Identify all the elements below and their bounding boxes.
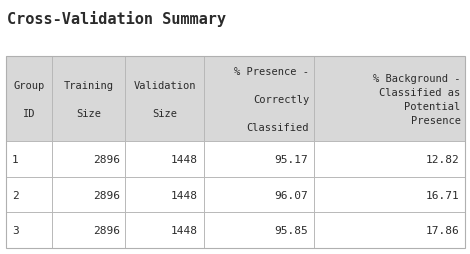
Text: Validation

Size: Validation Size [133,81,196,118]
Text: 2896: 2896 [93,190,120,200]
Text: 3: 3 [12,225,18,235]
Text: 17.86: 17.86 [426,225,460,235]
Text: 96.07: 96.07 [274,190,308,200]
Text: Training

Size: Training Size [64,81,114,118]
Bar [6,57,465,248]
Text: % Background -
Classified as
Potential
Presence: % Background - Classified as Potential P… [373,74,461,125]
Text: Cross-Validation Summary: Cross-Validation Summary [7,11,226,27]
Bar [6,212,465,248]
Text: 1448: 1448 [171,225,198,235]
Text: 1448: 1448 [171,190,198,200]
Text: 1448: 1448 [171,155,198,165]
Text: 16.71: 16.71 [426,190,460,200]
Bar [6,142,465,177]
Bar [6,57,465,142]
Text: 95.17: 95.17 [274,155,308,165]
Text: 2896: 2896 [93,155,120,165]
Bar [6,177,465,212]
Text: 2: 2 [12,190,18,200]
Text: 12.82: 12.82 [426,155,460,165]
Text: % Presence -

Correctly

Classified: % Presence - Correctly Classified [234,67,309,132]
Text: 1: 1 [12,155,18,165]
Text: 95.85: 95.85 [274,225,308,235]
Text: 2896: 2896 [93,225,120,235]
Text: Group

ID: Group ID [14,81,45,118]
